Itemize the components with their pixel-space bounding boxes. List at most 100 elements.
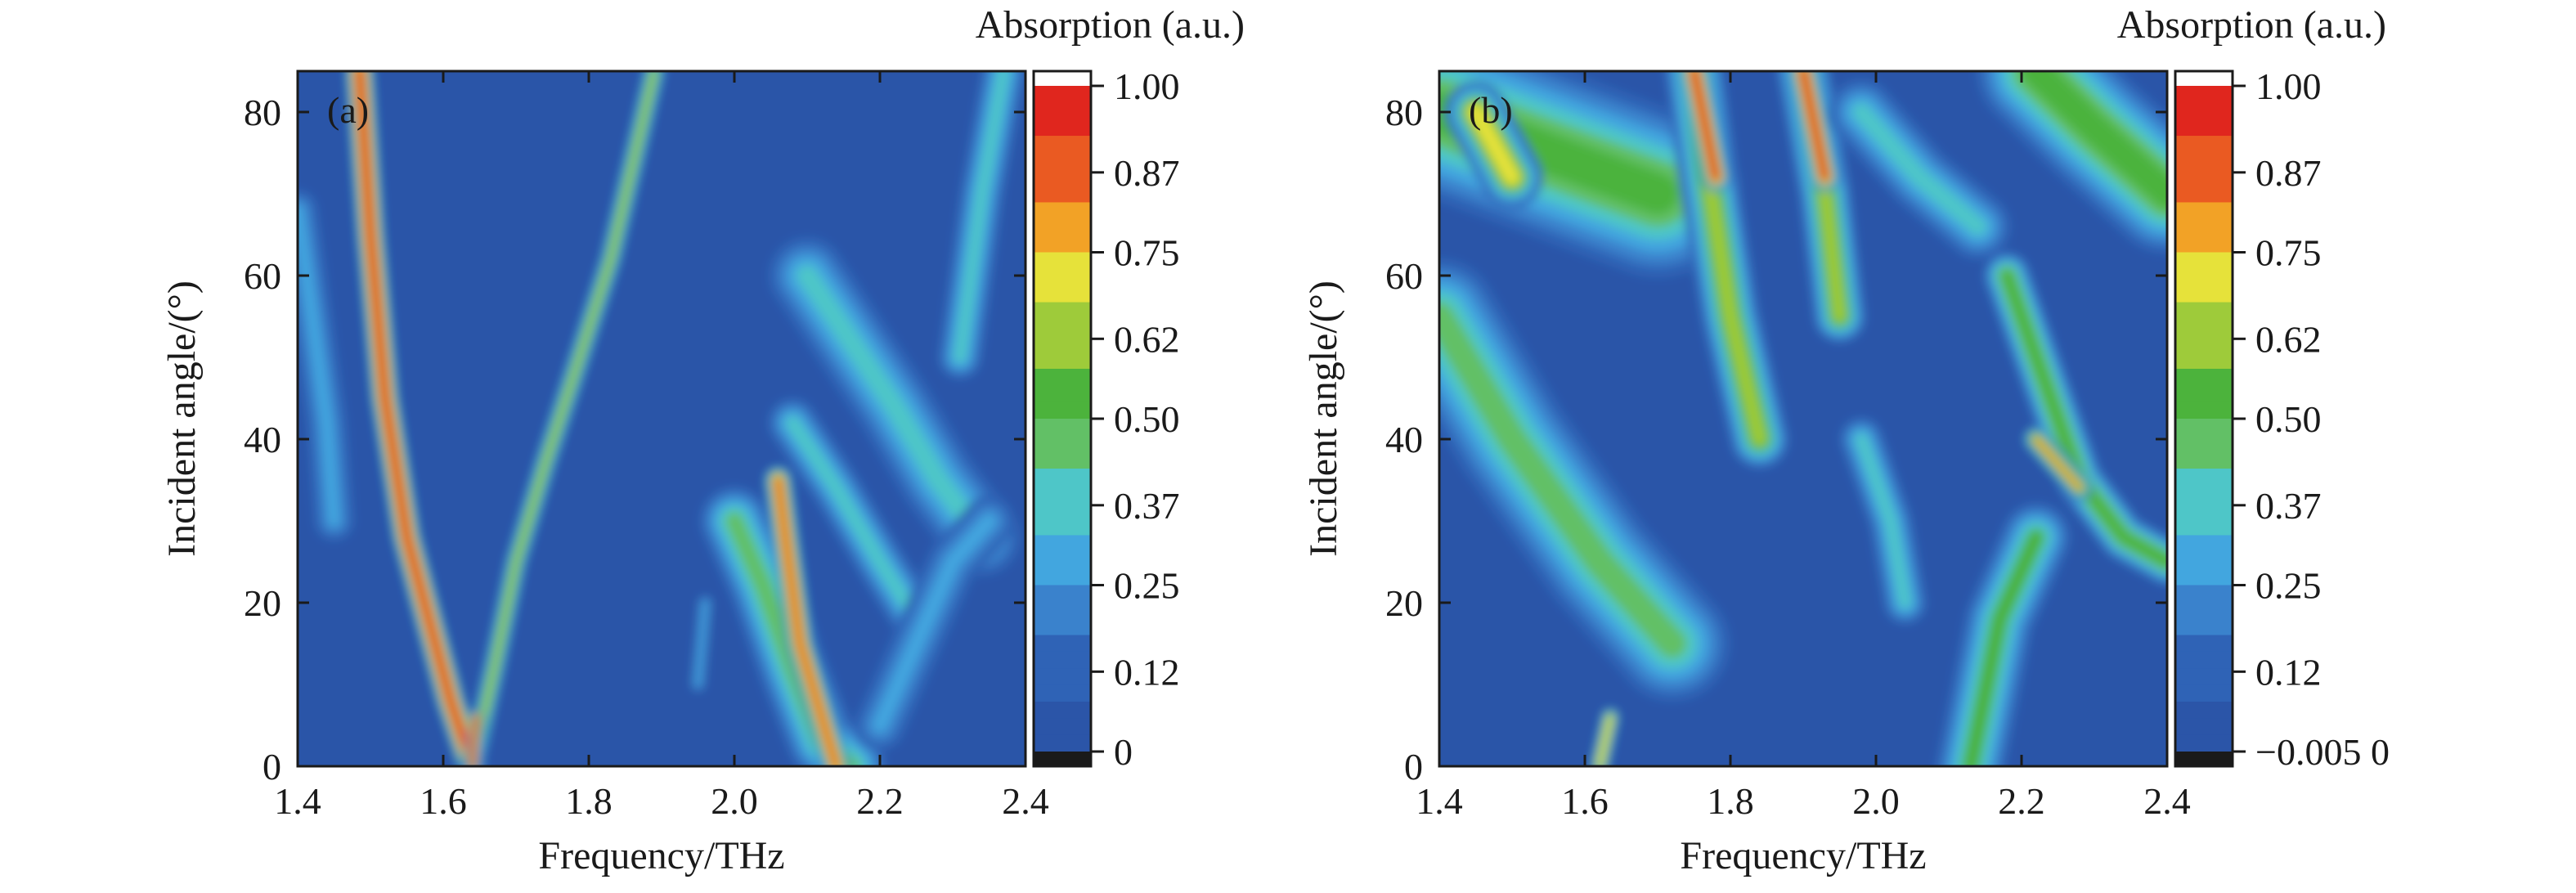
x-tick-label: 1.8 [1707, 780, 1754, 822]
colorbar-segment [1034, 168, 1091, 186]
colorbar-segment [2175, 618, 2233, 636]
colorbar-segment [1034, 252, 1091, 270]
absorption-band [786, 416, 923, 626]
x-tick-label: 1.4 [274, 780, 321, 822]
colorbar-segment [1034, 352, 1091, 370]
colorbar-segment [2175, 318, 2233, 336]
colorbar-segment [2175, 734, 2233, 752]
colorbar-segment [2175, 485, 2233, 503]
colorbar-segment [1034, 551, 1091, 569]
absorption-band [470, 715, 478, 766]
colorbar-segment [2175, 469, 2233, 486]
colorbar-a: 1.00 0.87 0.75 0.62 0.50 0.37 0.25 0.12 0 [1032, 65, 1180, 773]
colorbar-segment [2175, 701, 2233, 719]
absorption-band [797, 265, 993, 548]
colorbar-tick-label: 0.75 [1114, 232, 1180, 274]
colorbar-tick-label: 0.37 [1114, 485, 1180, 527]
colorbar-title-a: Absorption (a.u.) [976, 3, 1245, 47]
colorbar-segment [1034, 268, 1091, 286]
colorbar-segment [2175, 352, 2233, 370]
heatmap-field-a [298, 71, 1025, 766]
colorbar-segment [1034, 485, 1091, 503]
absorption-band [1439, 302, 1687, 658]
colorbar-tick-label: −0.005 0 [2255, 731, 2390, 773]
colorbar-segment [2175, 601, 2233, 619]
colorbar-segment [2175, 451, 2233, 469]
x-tick-label: 2.4 [1002, 780, 1049, 822]
x-tick-label: 1.4 [1416, 780, 1463, 822]
colorbar-segment [1034, 152, 1091, 170]
colorbar-segment [1034, 119, 1091, 137]
x-tick-label: 2.2 [1998, 780, 2045, 822]
colorbar-segment [2175, 285, 2233, 303]
colorbar-segment [1034, 718, 1091, 736]
heatmap-field-b [1439, 71, 2167, 766]
absorption-band [1597, 715, 1613, 766]
y-tick-label: 40 [1385, 419, 1423, 460]
colorbar-segment [2175, 419, 2233, 436]
y-axis-title-a: Incident angle/(°) [160, 280, 204, 557]
colorbar-tick-label: 0.87 [2255, 152, 2322, 194]
colorbar-segment [1034, 451, 1091, 469]
y-axis-b: 0 20 40 60 80 [1385, 92, 2167, 788]
colorbar-segment [1034, 218, 1091, 236]
panel-label-a: (a) [327, 89, 369, 131]
colorbar-segment [2175, 136, 2233, 153]
heatmap-contours [298, 71, 1025, 766]
colorbar-segment [2175, 119, 2233, 137]
colorbar-segment [2175, 385, 2233, 403]
colorbar-segment [1034, 734, 1091, 752]
y-tick-label: 80 [1385, 92, 1423, 133]
colorbar-segment [2175, 102, 2233, 120]
colorbar-segment [1034, 618, 1091, 636]
colorbar-tick-label: 0.12 [1114, 651, 1180, 693]
colorbar-segment [2175, 152, 2233, 170]
colorbar-segment [1034, 368, 1091, 386]
plot-frame-b [1438, 70, 2169, 768]
colorbar-segment [1034, 518, 1091, 536]
y-tick-label: 60 [1385, 255, 1423, 297]
colorbar-segment [2175, 168, 2233, 186]
colorbar-segment [1034, 668, 1091, 686]
x-tick-label: 2.2 [856, 780, 904, 822]
colorbar-segment [1034, 585, 1091, 603]
y-tick-label: 40 [244, 419, 281, 460]
colorbar-tick-label: 0.25 [1114, 565, 1180, 607]
heatmap-panel-b: 1.4 1.6 1.8 2.0 2.2 2.4 0 20 40 60 80 (b) Frequen… [1302, 3, 2390, 877]
colorbar-segment [1034, 186, 1091, 204]
colorbar-segment [2175, 86, 2233, 103]
colorbar-tick-label: 0.62 [2255, 318, 2322, 360]
colorbar-segment [1034, 385, 1091, 403]
colorbar-segment [2175, 635, 2233, 653]
colorbar-segment [2175, 402, 2233, 420]
absorption-band [2022, 71, 2167, 209]
colorbar-segment [2175, 218, 2233, 236]
absorption-band [356, 71, 476, 766]
absorption-band [1852, 103, 1987, 236]
colorbar-segment [1034, 402, 1091, 420]
absorption-band [1961, 528, 2045, 766]
y-tick-label: 60 [244, 255, 281, 297]
x-axis-a: 1.4 1.6 1.8 2.0 2.2 2.4 [274, 71, 1049, 822]
colorbar-segment [1034, 318, 1091, 336]
x-tick-label: 1.8 [565, 780, 613, 822]
colorbar-segment [1034, 469, 1091, 486]
colorbar-segment [1034, 285, 1091, 303]
colorbar-tick-label: 0 [1114, 731, 1133, 773]
colorbar-segment [2175, 335, 2233, 353]
colorbar-under-cap [2175, 752, 2233, 766]
colorbar-over-cap [1034, 71, 1091, 86]
colorbar-segment [2175, 202, 2233, 220]
y-axis-a: 0 20 40 60 80 [244, 92, 1025, 788]
colorbar-tick-label: 0.25 [2255, 565, 2322, 607]
absorption-band [298, 204, 340, 527]
colorbar-segment [1034, 535, 1091, 553]
colorbar-under-cap [1034, 752, 1091, 766]
colorbar-segment [2175, 501, 2233, 519]
colorbar-segment [1034, 202, 1091, 220]
colorbar-segment [2175, 236, 2233, 254]
absorption-band [2033, 436, 2083, 491]
colorbar-segment [2175, 268, 2233, 286]
